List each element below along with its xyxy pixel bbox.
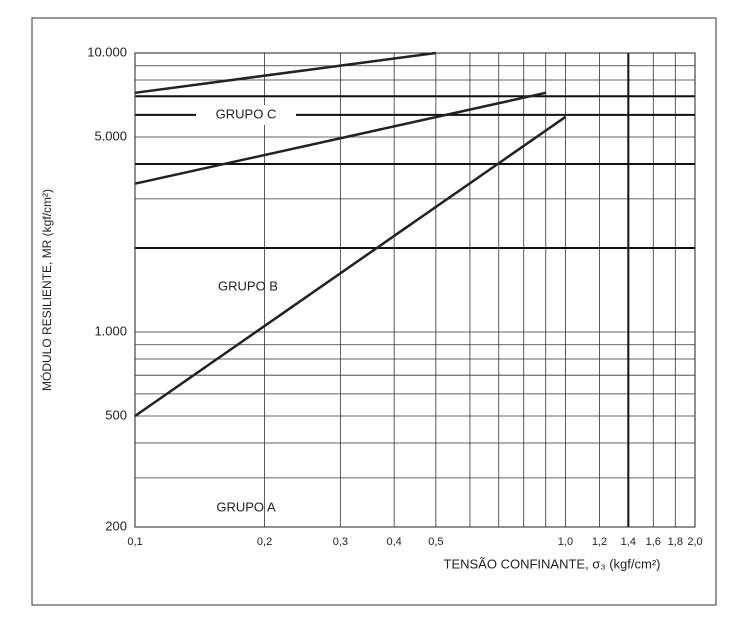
x-tick-label: 0,3 (333, 536, 348, 548)
y-tick-label: 10.000 (87, 44, 127, 59)
x-tick-label: 2,0 (687, 536, 702, 548)
x-tick-label: 0,1 (127, 536, 142, 548)
x-axis-label: TENSÃO CONFINANTE, σ₃ (kgf/cm²) (444, 556, 661, 571)
x-tick-label: 1,2 (592, 536, 607, 548)
x-tick-label: 0,2 (257, 536, 272, 548)
x-tick-label: 1,0 (558, 536, 573, 548)
x-tick-label: 1,6 (646, 536, 661, 548)
annotation: GRUPO A (216, 499, 276, 514)
x-tick-label: 0,5 (428, 536, 443, 548)
x-tick-label: 1,8 (668, 536, 683, 548)
annotation-bg (196, 105, 296, 125)
y-tick-label: 5.000 (94, 128, 127, 143)
y-tick-label: 200 (105, 518, 127, 533)
plot-border (134, 52, 696, 528)
labels: MÓDULO RESILIENTE, MR (kgf/cm²) TENSÃO C… (39, 44, 702, 571)
y-tick-label: 1.000 (94, 323, 127, 338)
series-line (134, 51, 437, 95)
x-tick-label: 1,4 (621, 536, 636, 548)
annotation: GRUPO C (216, 106, 277, 121)
lines (134, 51, 567, 418)
series-line (134, 91, 547, 185)
annotation: GRUPO B (218, 278, 278, 293)
series-line (134, 115, 567, 418)
x-tick-label: 0,4 (386, 536, 401, 548)
y-tick-label: 500 (105, 407, 127, 422)
y-axis-label: MÓDULO RESILIENTE, MR (kgf/cm²) (39, 189, 54, 391)
